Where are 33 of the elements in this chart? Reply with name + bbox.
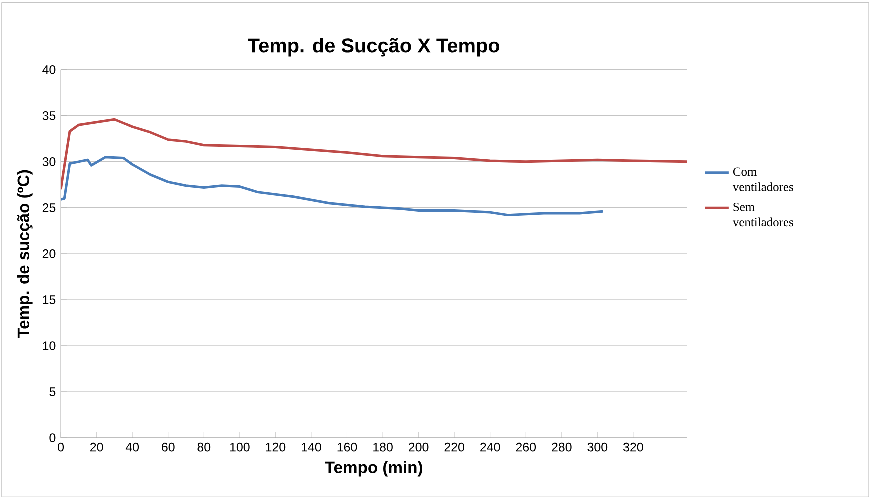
chart-title: Temp. de Sucção X Tempo [248,38,500,57]
y-tick-label: 0 [50,434,56,442]
x-axis-title: Tempo (min) [325,461,422,477]
x-tick-label: 200 [409,442,429,452]
line-series [61,156,604,217]
line-series [61,118,688,191]
x-tick-label: 280 [552,442,572,452]
x-tick-label: 260 [516,442,536,452]
y-tick-label: 15 [43,296,56,304]
x-tick-label: 20 [90,442,104,452]
x-tick-label: 320 [624,442,644,452]
x-tick-label: 40 [126,442,140,452]
legend-label: Com ventiladores [732,168,794,192]
x-tick-label: 60 [162,442,175,452]
x-tick-label: 240 [480,442,500,452]
x-tick-label: 140 [302,442,322,452]
x-tick-label: 120 [266,442,286,452]
x-tick-label: 100 [230,442,250,452]
x-tick-label: 180 [374,442,393,452]
y-tick-label: 30 [42,157,56,166]
y-tick-label: 35 [42,111,56,120]
y-tick-label: 25 [42,204,56,212]
x-tick-label: 160 [338,442,358,452]
y-tick-label: 40 [42,65,56,74]
y-axis-title: Temp. de sucção (ºC) [17,170,33,338]
y-tick-label: 10 [43,342,56,350]
x-tick-label: 220 [444,442,464,452]
legend-label: Sem ventiladores [732,202,794,227]
y-tick-label: 20 [42,250,56,258]
x-tick-label: 80 [198,442,211,452]
y-tick-label: 5 [50,388,56,396]
x-tick-label: 300 [588,442,608,452]
x-tick-label: 0 [58,442,64,452]
